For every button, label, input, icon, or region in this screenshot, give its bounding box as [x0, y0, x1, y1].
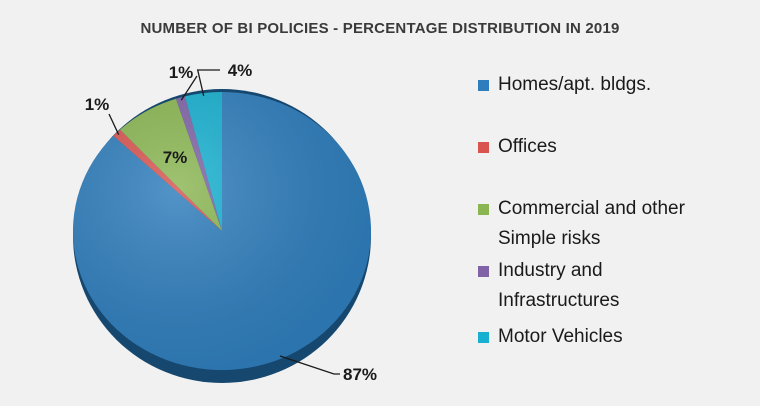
legend-swatch — [478, 332, 489, 343]
legend-swatch — [478, 204, 489, 215]
legend-label: Commercial and other Simple risks — [498, 198, 685, 249]
leader-line-offices — [108, 113, 120, 135]
legend-label: Homes/apt. bldgs. — [498, 74, 652, 95]
chart-title: NUMBER OF BI POLICIES - PERCENTAGE DISTR… — [140, 20, 620, 37]
slice-label-commercial-and-other-simple-risks: 7% — [163, 148, 188, 167]
legend-swatch — [478, 142, 489, 153]
legend-swatch — [478, 266, 489, 277]
slice-labels: 87% 1% 7% 1% 4% — [85, 61, 377, 384]
slice-label-industry-and-infrastructures: 1% — [169, 63, 194, 82]
legend-swatch — [478, 80, 489, 91]
legend-label: Industry and Infrastructures — [498, 260, 620, 311]
legend-label: Motor Vehicles — [498, 326, 623, 347]
slice-label-homes-apt-bldgs: 87% — [343, 365, 377, 384]
leader-line-industry-and-infrastructures — [180, 75, 198, 101]
legend-label: Offices — [498, 136, 557, 157]
slice-label-motor-vehicles: 4% — [228, 61, 253, 80]
leader-line-homes-apt-bldgs — [279, 355, 340, 375]
leader-line-motor-vehicles — [196, 69, 220, 97]
leader-lines — [108, 69, 340, 375]
slice-label-offices: 1% — [85, 95, 110, 114]
